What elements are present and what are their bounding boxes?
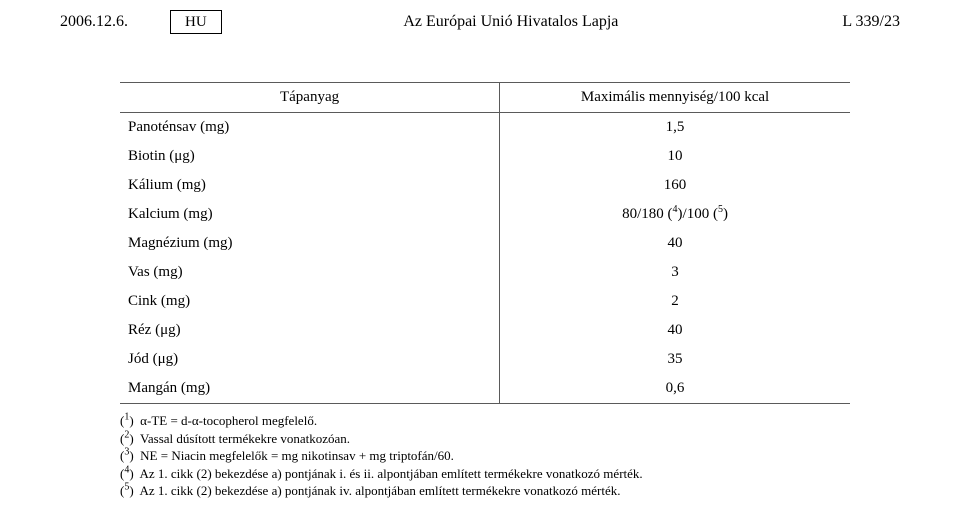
table-header-row: Tápanyag Maximális mennyiség/100 kcal bbox=[120, 83, 850, 113]
footnote: (3) NE = Niacin megfelelők = mg nikotins… bbox=[120, 447, 850, 465]
nutrient-table: Tápanyag Maximális mennyiség/100 kcal Pa… bbox=[120, 82, 850, 404]
header-date: 2006.12.6. bbox=[60, 13, 150, 31]
footnote: (5) Az 1. cikk (2) bekezdése a) pontjána… bbox=[120, 482, 850, 500]
header-center: Az Európai Unió Hivatalos Lapja bbox=[222, 13, 800, 31]
nutrient-name: Vas (mg) bbox=[120, 258, 500, 287]
footnote: (1) α-TE = d-α-tocopherol megfelelő. bbox=[120, 412, 850, 430]
nutrient-value: 160 bbox=[500, 171, 850, 200]
table-row: Jód (μg)35 bbox=[120, 345, 850, 374]
nutrient-value: 35 bbox=[500, 345, 850, 374]
nutrient-name: Biotin (μg) bbox=[120, 142, 500, 171]
page-header: 2006.12.6. HU Az Európai Unió Hivatalos … bbox=[60, 10, 900, 34]
footnotes: (1) α-TE = d-α-tocopherol megfelelő.(2) … bbox=[120, 412, 850, 500]
table-row: Réz (μg)40 bbox=[120, 316, 850, 345]
nutrient-name: Réz (μg) bbox=[120, 316, 500, 345]
table-row: Vas (mg)3 bbox=[120, 258, 850, 287]
page-container: 2006.12.6. HU Az Európai Unió Hivatalos … bbox=[0, 0, 960, 500]
header-right: L 339/23 bbox=[800, 13, 900, 31]
nutrient-name: Cink (mg) bbox=[120, 287, 500, 316]
table-row: Biotin (μg)10 bbox=[120, 142, 850, 171]
nutrient-name: Mangán (mg) bbox=[120, 374, 500, 404]
column-header-max: Maximális mennyiség/100 kcal bbox=[500, 83, 850, 113]
nutrient-name: Magnézium (mg) bbox=[120, 229, 500, 258]
footnote: (2) Vassal dúsított termékekre vonatkozó… bbox=[120, 430, 850, 448]
nutrient-name: Kalcium (mg) bbox=[120, 200, 500, 229]
nutrient-value: 40 bbox=[500, 316, 850, 345]
table-row: Panoténsav (mg)1,5 bbox=[120, 113, 850, 143]
table-row: Cink (mg)2 bbox=[120, 287, 850, 316]
nutrient-value: 2 bbox=[500, 287, 850, 316]
header-left: 2006.12.6. HU bbox=[60, 10, 222, 34]
nutrient-table-container: Tápanyag Maximális mennyiség/100 kcal Pa… bbox=[120, 82, 850, 404]
column-header-nutrient: Tápanyag bbox=[120, 83, 500, 113]
footnote: (4) Az 1. cikk (2) bekezdése a) pontjána… bbox=[120, 465, 850, 483]
nutrient-value: 3 bbox=[500, 258, 850, 287]
nutrient-value: 80/180 (4)/100 (5) bbox=[500, 200, 850, 229]
nutrient-name: Jód (μg) bbox=[120, 345, 500, 374]
table-row: Kalcium (mg)80/180 (4)/100 (5) bbox=[120, 200, 850, 229]
table-row: Magnézium (mg)40 bbox=[120, 229, 850, 258]
header-lang-box: HU bbox=[170, 10, 222, 34]
nutrient-name: Panoténsav (mg) bbox=[120, 113, 500, 143]
nutrient-value: 1,5 bbox=[500, 113, 850, 143]
table-body: Panoténsav (mg)1,5Biotin (μg)10Kálium (m… bbox=[120, 113, 850, 404]
table-row: Kálium (mg)160 bbox=[120, 171, 850, 200]
nutrient-value: 40 bbox=[500, 229, 850, 258]
nutrient-value: 0,6 bbox=[500, 374, 850, 404]
nutrient-value: 10 bbox=[500, 142, 850, 171]
table-row: Mangán (mg)0,6 bbox=[120, 374, 850, 404]
nutrient-name: Kálium (mg) bbox=[120, 171, 500, 200]
